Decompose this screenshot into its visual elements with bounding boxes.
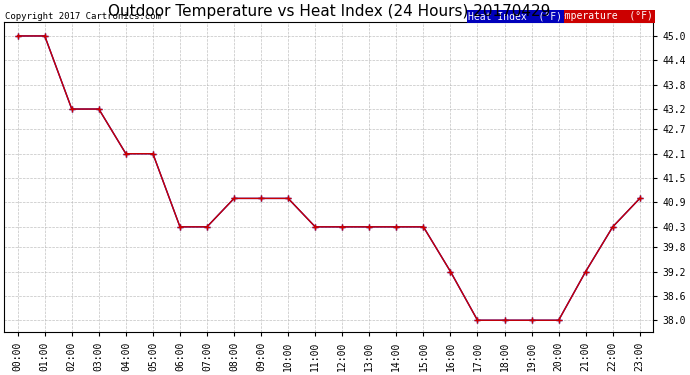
Text: Temperature  (°F): Temperature (°F) [553, 11, 653, 21]
Text: Copyright 2017 Cartronics.com: Copyright 2017 Cartronics.com [5, 12, 161, 21]
Title: Outdoor Temperature vs Heat Index (24 Hours) 20170429: Outdoor Temperature vs Heat Index (24 Ho… [108, 4, 550, 19]
Text: Heat Index  (°F): Heat Index (°F) [469, 11, 562, 21]
